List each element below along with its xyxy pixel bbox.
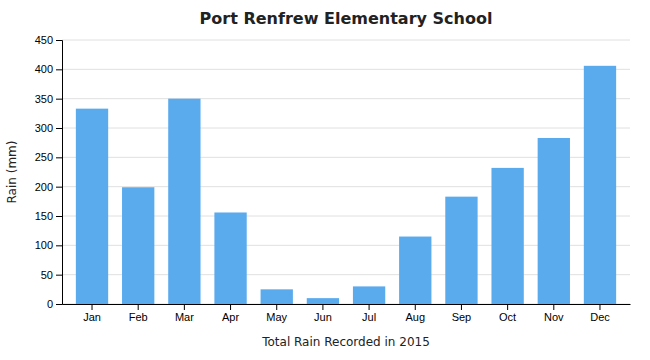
y-tick: 300 [35, 122, 62, 134]
x-tick-label: Feb [129, 311, 148, 323]
x-tick-mark [599, 304, 600, 310]
x-tick: Mar [175, 304, 194, 323]
bar [168, 99, 200, 304]
y-tick: 150 [35, 210, 62, 222]
grid-line [62, 98, 630, 99]
x-tick-mark [138, 304, 139, 310]
bar [122, 187, 154, 304]
y-tick-mark [56, 245, 62, 246]
bar [261, 289, 293, 304]
y-tick-label: 250 [35, 151, 53, 163]
y-tick-mark [56, 128, 62, 129]
y-tick-mark [56, 187, 62, 188]
y-axis: 0 50 100 150 200 250 300 350 400 450 [35, 34, 63, 310]
x-tick: Feb [129, 304, 148, 323]
x-tick-mark [553, 304, 554, 310]
x-tick-mark [92, 304, 93, 310]
x-tick: Dec [590, 304, 610, 323]
x-tick-mark [230, 304, 231, 310]
grid-line [62, 128, 630, 129]
y-tick: 450 [35, 34, 62, 46]
bar [491, 168, 523, 304]
x-tick: Jun [314, 304, 332, 323]
x-tick: Nov [544, 304, 564, 323]
x-tick-label: Oct [499, 311, 516, 323]
x-tick-mark [507, 304, 508, 310]
x-tick-mark [184, 304, 185, 310]
x-tick-mark [369, 304, 370, 310]
x-tick-label: Aug [405, 311, 425, 323]
y-tick-mark [56, 275, 62, 276]
y-tick-label: 450 [35, 34, 53, 46]
x-tick: Oct [499, 304, 516, 323]
y-tick-label: 150 [35, 210, 53, 222]
y-tick-label: 50 [41, 269, 53, 281]
y-tick-mark [56, 69, 62, 70]
y-tick: 50 [41, 269, 62, 281]
y-tick: 250 [35, 151, 62, 163]
bar [584, 66, 616, 304]
x-tick-mark [322, 304, 323, 310]
y-tick-mark [56, 99, 62, 100]
x-tick: Jul [362, 304, 376, 323]
x-tick-label: Apr [222, 311, 239, 323]
x-tick: Apr [222, 304, 239, 323]
x-tick-mark [461, 304, 462, 310]
bar [307, 298, 339, 304]
bar [399, 237, 431, 304]
x-tick-label: Jan [83, 311, 101, 323]
bars [76, 66, 616, 304]
y-tick-label: 200 [35, 181, 53, 193]
y-tick-label: 300 [35, 122, 53, 134]
chart: 0 50 100 150 200 250 300 350 400 450 Jan Feb Mar Apr M… [0, 0, 650, 360]
y-tick-label: 400 [35, 63, 53, 75]
y-tick-label: 350 [35, 93, 53, 105]
x-axis: Jan Feb Mar Apr May Jun Jul Aug Sep Oct Nov Dec [63, 304, 631, 323]
y-tick: 400 [35, 63, 62, 75]
y-tick: 200 [35, 181, 62, 193]
x-tick-label: Jul [362, 311, 376, 323]
x-tick: May [266, 304, 287, 323]
x-tick: Sep [452, 304, 472, 323]
grid-line [62, 40, 630, 41]
y-tick-label: 100 [35, 239, 53, 251]
grid [62, 40, 630, 304]
bar [214, 212, 246, 304]
y-tick-label: 0 [47, 298, 53, 310]
y-axis-line [56, 41, 63, 305]
bar [445, 197, 477, 304]
x-tick: Jan [83, 304, 101, 323]
bar [76, 109, 108, 304]
x-tick-label: Dec [590, 311, 610, 323]
x-tick: Aug [405, 304, 425, 323]
y-tick-mark [56, 216, 62, 217]
x-tick-mark [276, 304, 277, 310]
y-tick-mark [56, 40, 62, 41]
bar [353, 286, 385, 304]
y-tick: 100 [35, 239, 62, 251]
x-tick-label: Sep [452, 311, 472, 323]
x-tick-label: Nov [544, 311, 564, 323]
y-tick-mark [56, 304, 62, 305]
y-axis-title: Rain (mm) [5, 141, 19, 204]
x-tick-label: Jun [314, 311, 332, 323]
x-axis-line [63, 304, 631, 305]
x-tick-mark [415, 304, 416, 310]
y-tick: 0 [47, 298, 62, 310]
plot: 0 50 100 150 200 250 300 350 400 450 Jan Feb Mar Apr M… [35, 34, 631, 323]
title: Port Renfrew Elementary School [200, 9, 493, 28]
x-tick-label: May [266, 311, 287, 323]
y-tick-mark [56, 157, 62, 158]
grid-line [62, 69, 630, 70]
x-tick-label: Mar [175, 311, 194, 323]
x-axis-title: Total Rain Recorded in 2015 [261, 335, 430, 349]
y-tick: 350 [35, 93, 62, 105]
bar [538, 138, 570, 304]
